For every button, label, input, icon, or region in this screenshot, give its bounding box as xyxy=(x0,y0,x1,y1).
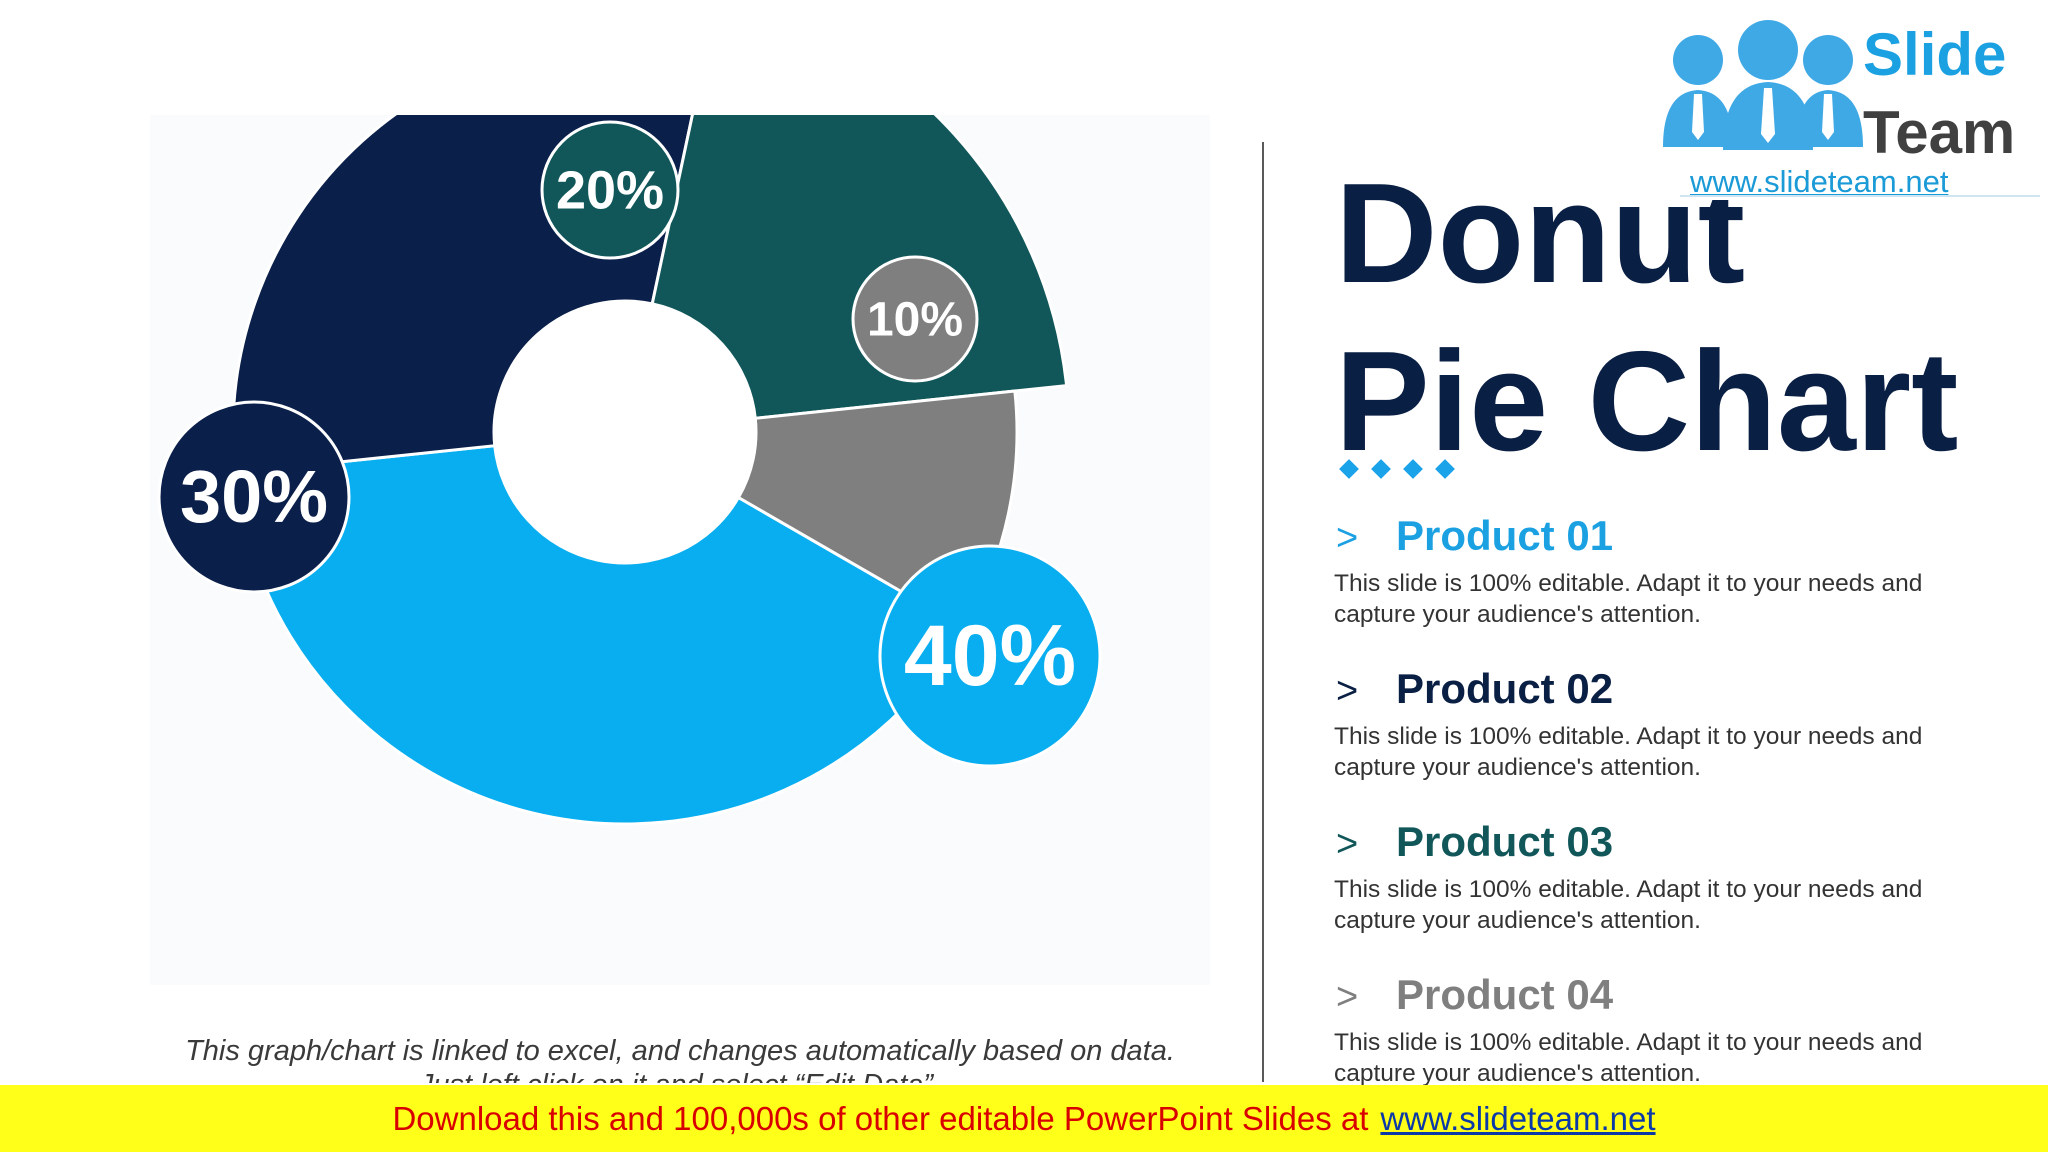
banner-text: Download this and 100,000s of other edit… xyxy=(392,1099,1369,1137)
slideteam-logo[interactable]: Slide Team www.slideteam.net xyxy=(1640,0,2048,200)
logo-url-link[interactable]: www.slideteam.net xyxy=(1690,164,1949,199)
title-line-2: Pie Chart xyxy=(1335,322,1959,481)
banner-link[interactable]: www.slideteam.net xyxy=(1380,1099,1656,1137)
donut-chart: 40% 30% 20% 10% xyxy=(157,115,1102,826)
label-bubble-4 xyxy=(851,255,979,383)
product-description: This slide is 100% editable. Adapt it to… xyxy=(1334,1029,1923,1087)
label-bubble-1 xyxy=(878,544,1102,768)
download-banner: Download this and 100,000s of other edit… xyxy=(0,1085,2048,1152)
product-name: Product 04 xyxy=(1396,971,1614,1018)
logo-underline xyxy=(1680,195,2040,197)
logo-word-team: Team xyxy=(1863,99,2016,166)
product-item-02: > Product 02 This slide is 100% editable… xyxy=(1334,665,1954,818)
donut-hole xyxy=(494,301,756,563)
data-label-4: 10% xyxy=(867,293,963,346)
divider-line xyxy=(1262,142,1264,1082)
logo-word-slide: Slide xyxy=(1863,21,2007,88)
data-label-1: 40% xyxy=(904,608,1076,704)
product-name: Product 03 xyxy=(1396,818,1614,865)
product-description: This slide is 100% editable. Adapt it to… xyxy=(1334,876,1923,934)
chevron-right-icon: > xyxy=(1336,670,1359,712)
chart-caption: This graph/chart is linked to excel, and… xyxy=(185,1035,1175,1083)
page-title: Donut Pie Chart xyxy=(1335,150,1958,486)
chevron-right-icon: > xyxy=(1336,823,1359,865)
product-item-04: > Product 04 This slide is 100% editable… xyxy=(1334,971,1954,1124)
chevron-right-icon: > xyxy=(1336,976,1359,1018)
label-bubble-3 xyxy=(540,120,680,260)
product-item-03: > Product 03 This slide is 100% editable… xyxy=(1334,818,1954,971)
data-label-2: 30% xyxy=(180,455,328,538)
label-bubble-2 xyxy=(157,400,351,594)
data-label-3: 20% xyxy=(556,160,664,220)
chevron-right-icon: > xyxy=(1336,517,1359,559)
product-name: Product 01 xyxy=(1396,512,1614,559)
people-logo-icon xyxy=(1663,20,1863,150)
product-name: Product 02 xyxy=(1396,665,1614,712)
product-item-01: > Product 01 This slide is 100% editable… xyxy=(1334,512,1954,665)
product-description: This slide is 100% editable. Adapt it to… xyxy=(1334,723,1923,781)
product-description: This slide is 100% editable. Adapt it to… xyxy=(1334,570,1923,628)
product-list: > Product 01 This slide is 100% editable… xyxy=(1334,512,1954,1124)
donut-chart-area[interactable]: 40% 30% 20% 10% xyxy=(150,115,1210,985)
